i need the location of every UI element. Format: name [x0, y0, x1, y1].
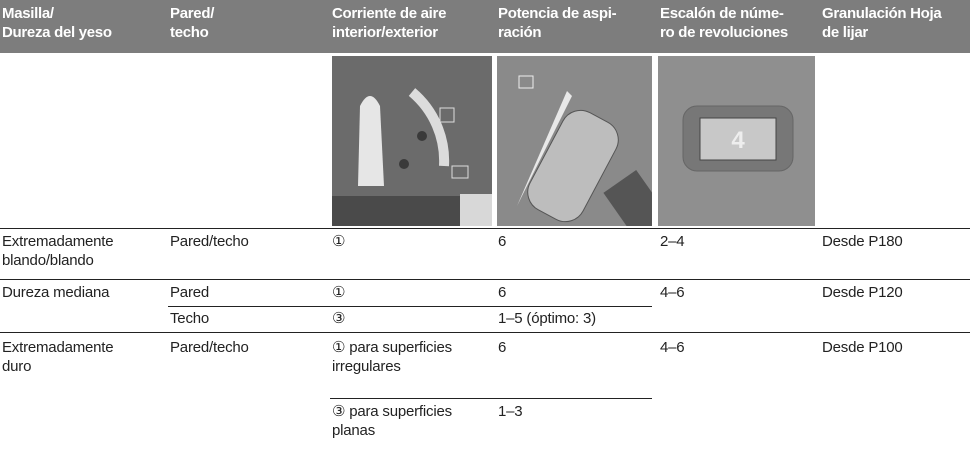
table-cell: Pared — [170, 284, 210, 301]
table-cell: 6 — [498, 284, 507, 301]
separator — [330, 398, 652, 399]
table-cell: ③ para superficies planas — [332, 403, 452, 439]
table-cell: ① — [332, 284, 346, 301]
table-cell: ① — [332, 233, 346, 250]
table-cell: ③ — [332, 310, 346, 327]
table-cell: Desde P180 — [822, 233, 903, 250]
table-cell: Desde P120 — [822, 284, 903, 301]
table-cell: Techo — [170, 310, 210, 327]
header-cell: Corriente de aire interior/exterior — [332, 5, 447, 41]
airflow-image — [332, 56, 492, 226]
table-cell: 6 — [498, 233, 507, 250]
table-cell: 6 — [498, 339, 507, 356]
table-cell: Extremadamente duro — [2, 339, 114, 375]
separator — [168, 306, 652, 307]
table-cell: 4–6 — [660, 284, 685, 301]
table-cell: 1–5 (óptimo: 3) — [498, 310, 596, 327]
table-cell: 4–6 — [660, 339, 685, 356]
table-cell: Extremadamente blando/blando — [2, 233, 114, 269]
table-cell: 1–3 — [498, 403, 523, 420]
header-cell: Granulación Hoja de lijar — [822, 5, 942, 41]
separator — [0, 332, 970, 333]
table-cell: Pared/techo — [170, 339, 249, 356]
suction-image — [497, 56, 652, 226]
header-bar — [0, 0, 970, 53]
table-cell: Desde P100 — [822, 339, 903, 356]
table-cell: 2–4 — [660, 233, 685, 250]
header-cell: Masilla/ Dureza del yeso — [2, 5, 112, 41]
separator — [0, 279, 970, 280]
table-cell: Pared/techo — [170, 233, 249, 250]
table-cell: Dureza mediana — [2, 284, 110, 301]
header-cell: Escalón de núme- ro de revoluciones — [660, 5, 788, 41]
separator — [0, 228, 970, 229]
svg-text:4: 4 — [731, 127, 745, 154]
speed-image: 4 — [658, 56, 815, 226]
header-cell: Potencia de aspi- ración — [498, 5, 617, 41]
table-cell: ① para superficies irregulares — [332, 339, 452, 375]
header-cell: Pared/ techo — [170, 5, 215, 41]
